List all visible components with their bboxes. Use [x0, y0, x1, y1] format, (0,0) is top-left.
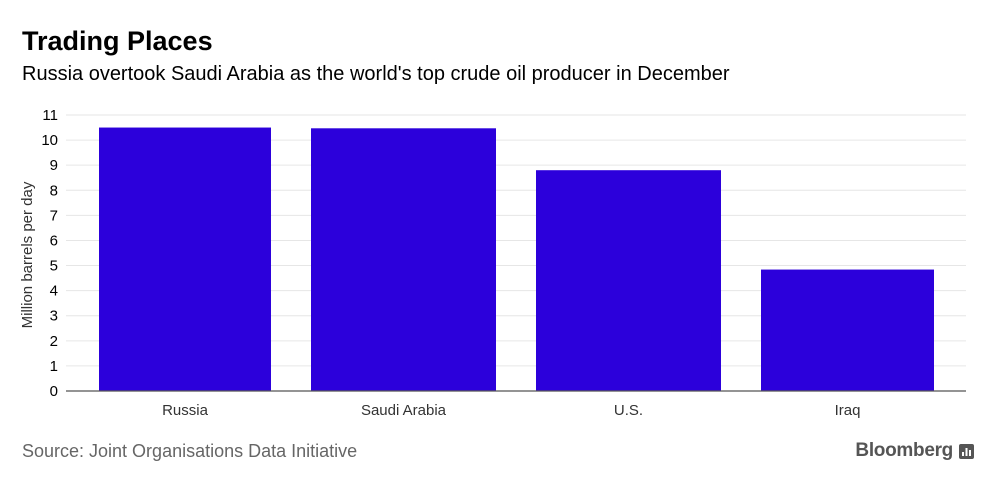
bar — [99, 127, 271, 391]
x-tick-label: U.S. — [614, 402, 643, 419]
x-axis-ticks: Russia Saudi Arabia U.S. Iraq — [162, 402, 860, 419]
y-tick-label: 1 — [50, 358, 58, 375]
x-tick-label: Saudi Arabia — [361, 402, 447, 419]
bloomberg-chart-icon — [959, 443, 974, 459]
brand-logo: Bloomberg — [855, 440, 974, 462]
y-axis-ticks: 0 1 2 3 4 5 6 7 8 9 10 11 — [41, 107, 58, 400]
y-tick-label: 8 — [50, 182, 58, 199]
bar — [536, 170, 721, 391]
brand-name: Bloomberg — [855, 440, 953, 461]
x-tick-label: Russia — [162, 402, 209, 419]
y-tick-label: 3 — [50, 308, 58, 325]
y-tick-label: 5 — [50, 258, 58, 275]
y-tick-label: 4 — [50, 283, 58, 300]
chart-subtitle: Russia overtook Saudi Arabia as the worl… — [22, 63, 730, 85]
bar — [311, 128, 496, 391]
y-tick-label: 7 — [50, 207, 58, 224]
bars — [99, 127, 934, 391]
bar — [761, 269, 934, 391]
y-tick-label: 0 — [50, 383, 58, 400]
x-tick-label: Iraq — [835, 402, 861, 419]
y-tick-label: 10 — [41, 132, 58, 149]
y-tick-label: 6 — [50, 232, 58, 249]
y-tick-label: 11 — [42, 107, 58, 124]
y-tick-label: 9 — [50, 157, 58, 174]
y-axis-label: Million barrels per day — [19, 181, 36, 328]
chart-title: Trading Places — [22, 26, 213, 56]
source-note: Source: Joint Organisations Data Initiat… — [22, 441, 358, 461]
y-tick-label: 2 — [50, 333, 58, 350]
